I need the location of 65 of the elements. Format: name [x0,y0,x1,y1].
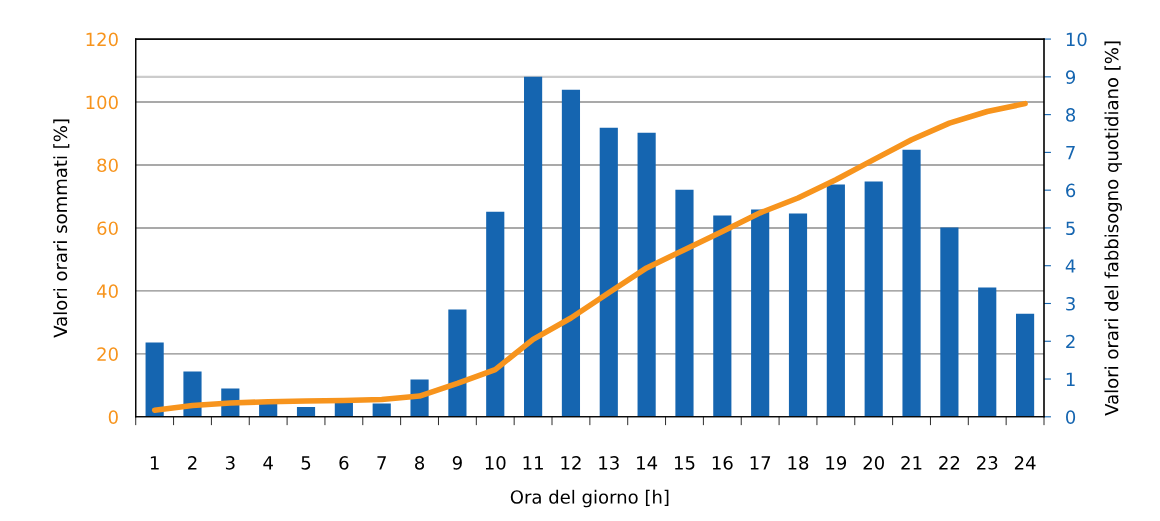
bar [1015,313,1035,417]
bar [561,89,581,417]
bar [637,132,656,417]
y-tick-label: 80 [97,158,118,173]
bar [978,287,997,417]
x-tick-label: 5 [301,456,311,470]
y2-tick-label: 1 [1066,372,1075,386]
y-tick-label: 100 [86,95,118,110]
y2-tick-label: 6 [1066,183,1076,198]
x-tick-label: 9 [452,456,462,470]
y-axis-title: Valori orari sommati [%] [53,119,70,338]
x-tick-label: 22 [939,456,960,470]
y2-tick-label: 10 [1066,32,1087,47]
y2-tick-label: 9 [1065,70,1076,84]
y-tick-label: 120 [86,32,118,47]
x-tick-label: 24 [1014,456,1036,470]
bar [524,76,543,417]
bar [486,211,505,417]
x-tick-label: 19 [826,456,847,470]
x-tick-label: 4 [263,456,273,470]
x-tick-label: 7 [377,456,386,470]
x-tick-label: 13 [599,456,619,470]
x-tick-label: 6 [339,456,349,470]
x-tick-label: 12 [561,456,581,470]
bar [599,127,618,417]
x-tick-label: 3 [225,456,235,470]
bar [788,213,808,417]
bar [864,181,883,417]
y-tick-label: 60 [97,221,118,236]
x-tick-label: 14 [637,456,658,470]
x-tick-label: 18 [788,456,809,470]
y2-tick-label: 2 [1066,334,1075,349]
y-tick-label: 40 [96,284,118,299]
bar [145,342,164,417]
bar [675,189,694,417]
x-axis-title: Ora del giorno [h] [510,489,669,508]
y-tick-label: 20 [97,347,118,361]
x-tick-label: 8 [415,456,425,470]
x-tick-label: 15 [674,456,695,470]
x-tick-label: 21 [901,456,922,470]
bar [713,215,732,417]
x-tick-label: 2 [188,456,197,470]
bar [372,403,391,417]
y2-tick-label: 0 [1066,410,1076,424]
bar [296,406,316,417]
bar [902,149,921,417]
bar [940,227,959,417]
y2-tick-label: 3 [1066,296,1075,311]
y2-axis-title: Valori orari del fabbisogno quotidiano [%] [1104,41,1122,416]
y2-tick-label: 4 [1065,259,1076,273]
x-tick-label: 1 [150,456,159,470]
bar [826,184,845,417]
y-tick-label: 0 [108,410,118,424]
y2-tick-label: 8 [1066,108,1076,122]
y2-tick-label: 5 [1066,221,1075,236]
x-tick-label: 11 [523,456,543,470]
bar [334,402,353,417]
y2-tick-label: 7 [1066,146,1075,160]
x-tick-label: 23 [977,456,998,470]
x-tick-label: 16 [712,456,733,470]
x-tick-label: 10 [485,456,506,470]
x-tick-label: 20 [863,456,884,470]
bar [448,309,467,417]
x-tick-label: 17 [750,456,771,470]
bar [751,209,770,417]
